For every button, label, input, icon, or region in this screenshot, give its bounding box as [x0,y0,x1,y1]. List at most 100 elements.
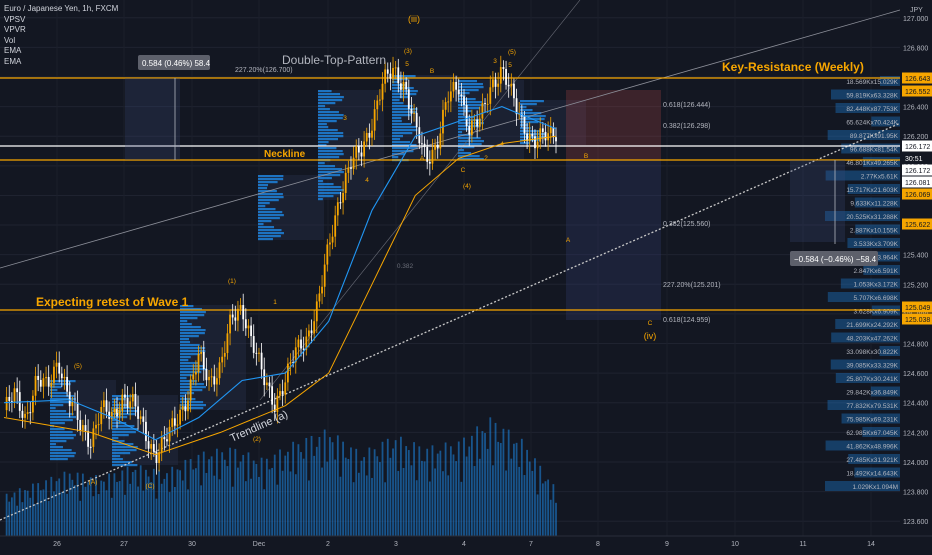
volume-bar [197,454,200,536]
volume-bar [271,467,274,536]
profile-label: 18.569Kx15.029K [846,79,898,86]
session-profile-bar [180,335,199,338]
volume-bar [513,443,515,536]
candle-body [234,317,237,321]
candle-body [239,305,242,309]
volume-bar [339,476,342,536]
session-profile-bar [50,416,76,419]
volume-bar [394,440,397,536]
session-profile-bar [50,386,62,389]
session-profile-bar [258,205,266,208]
candle-body [360,152,363,157]
volume-bar [160,483,163,536]
session-profile-bar [112,455,121,458]
session-profile-bar [180,326,201,329]
session-profile-bar [180,329,206,332]
profile-bar [863,265,900,275]
volume-bar [329,437,331,536]
indicator-ema-2[interactable]: EMA [4,56,22,66]
price-badge-label: 125.049 [905,305,930,312]
candle-body [405,81,408,90]
session-profile-bar [318,90,332,93]
resistance-label: Key-Resistance (Weekly) [722,60,864,74]
session-profile-bar [180,407,204,410]
volume-bar [113,473,116,536]
session-profile-bar [458,134,473,137]
session-profile-bar [318,171,344,174]
volume-bar [200,485,203,536]
profile-label: 21.699Kx24.292K [846,322,898,329]
session-profile-bar [258,181,278,184]
volume-bar [208,459,210,536]
price-badge [902,218,932,230]
price-badge [902,72,932,84]
symbol-title[interactable]: Euro / Japanese Yen, 1h, FXCM [4,4,119,13]
volume-bar [297,444,300,536]
volume-bar [60,492,63,536]
volume-bar [263,489,266,536]
volume-bar [378,462,381,536]
volume-bar [455,461,458,536]
candle-body [8,396,11,401]
volume-bar [179,470,182,536]
candle-body [258,352,260,354]
candle-body [79,419,82,431]
indicator-vpsv[interactable]: VPSV [4,14,26,24]
time-tick: 3 [394,541,398,548]
candle-body [465,105,468,127]
session-profile-bar [318,93,341,96]
candle-body [63,376,66,379]
volume-bar [68,473,71,536]
session-profile-bar [392,81,398,84]
volume-bar [413,442,415,536]
candle-body [331,236,334,243]
volume-bar [300,452,302,536]
session-profile-bar [458,149,464,152]
time-axis-ticks: 26 27 30 Dec 2 3 4 7 8 9 10 11 14 [53,541,875,548]
candle-body [168,426,171,442]
session-profile-bar [318,117,343,120]
candle-body [276,395,279,412]
candle-body [218,362,221,379]
indicator-vpvr[interactable]: VPVR [4,25,26,34]
volume-bar [313,455,316,536]
fib-label: 0.618(126.444) [663,102,710,109]
session-profile-bar [318,111,339,114]
volume-bar [129,483,132,536]
volume-bar [187,489,189,536]
candle-body [84,425,87,431]
candle-body [502,67,505,69]
wave-label: (iv) [644,331,657,341]
profile-bar [825,211,900,221]
volume-bar [286,451,289,536]
session-profile-bar [458,107,480,110]
session-profile-bar [392,141,411,144]
candle-body [544,131,547,141]
session-profile-bar [258,175,284,178]
profile-label: 77.832Kx79.531K [846,403,898,410]
volume-bar [226,466,229,536]
session-profile-bar [520,121,539,124]
candle-body [357,146,360,153]
volume-bar [152,468,155,536]
session-profile-bar [520,103,537,106]
candle-body [105,400,108,412]
session-profile-bar [112,440,125,443]
indicator-ema-1[interactable]: EMA [4,46,22,55]
indicator-vol[interactable]: Vol [4,35,16,45]
candle-body [66,376,68,392]
volume-bar [368,447,371,536]
candle-body [145,421,147,442]
volume-bar [528,461,531,536]
profile-bar [841,143,900,154]
profile-bar [827,130,900,140]
profile-bar [854,197,900,208]
session-profile-bar [180,305,194,308]
candle-body [381,83,384,100]
fib-label: 0.382(125.560) [663,221,710,228]
price-tick: 125.200 [903,282,928,289]
profile-bar [855,224,900,235]
volume-bar [192,469,195,536]
